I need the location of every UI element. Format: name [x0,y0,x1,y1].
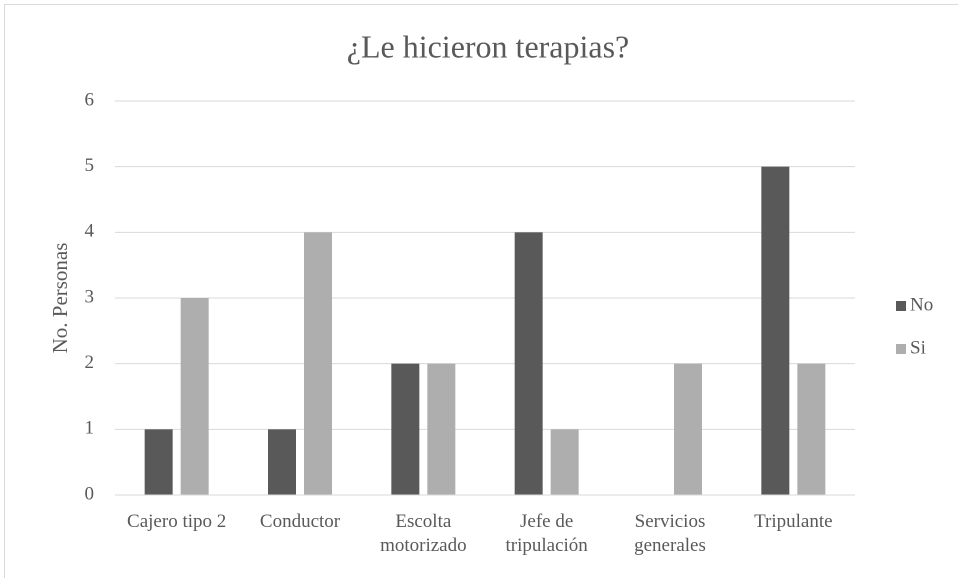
x-tick-label: Servicios generales [634,511,706,556]
y-tick-label: 0 [85,483,95,504]
bar [180,298,209,495]
x-tick-label: Escolta motorizado [380,511,467,556]
x-tick-label: Tripulante [754,511,833,532]
y-tick-label: 3 [85,286,95,307]
bar [797,363,826,495]
bar [144,429,173,495]
x-tick-label: Conductor [259,511,341,532]
y-tick-label: 6 [85,89,95,110]
chart-border [4,4,958,578]
y-tick-label: 5 [85,155,95,176]
chart-title: ¿Le hicieron terapias? [347,28,630,64]
x-tick-label: Jefe de tripulación [505,511,588,556]
bar [427,363,456,495]
y-tick-label: 1 [85,418,95,439]
bar [268,429,296,495]
legend-swatch [896,344,906,354]
legend-swatch [896,301,906,311]
y-tick-label: 4 [85,221,95,242]
bar [761,166,790,495]
y-tick-label: 2 [85,352,95,373]
bar [514,232,543,496]
bar [391,363,420,495]
legend-label: Si [910,337,926,358]
bar [674,363,702,495]
bar [304,232,332,496]
bar [550,429,579,495]
x-tick-label: Cajero tipo 2 [127,511,227,532]
legend-label: No [910,294,933,315]
y-axis-label: No. Personas [48,243,72,354]
